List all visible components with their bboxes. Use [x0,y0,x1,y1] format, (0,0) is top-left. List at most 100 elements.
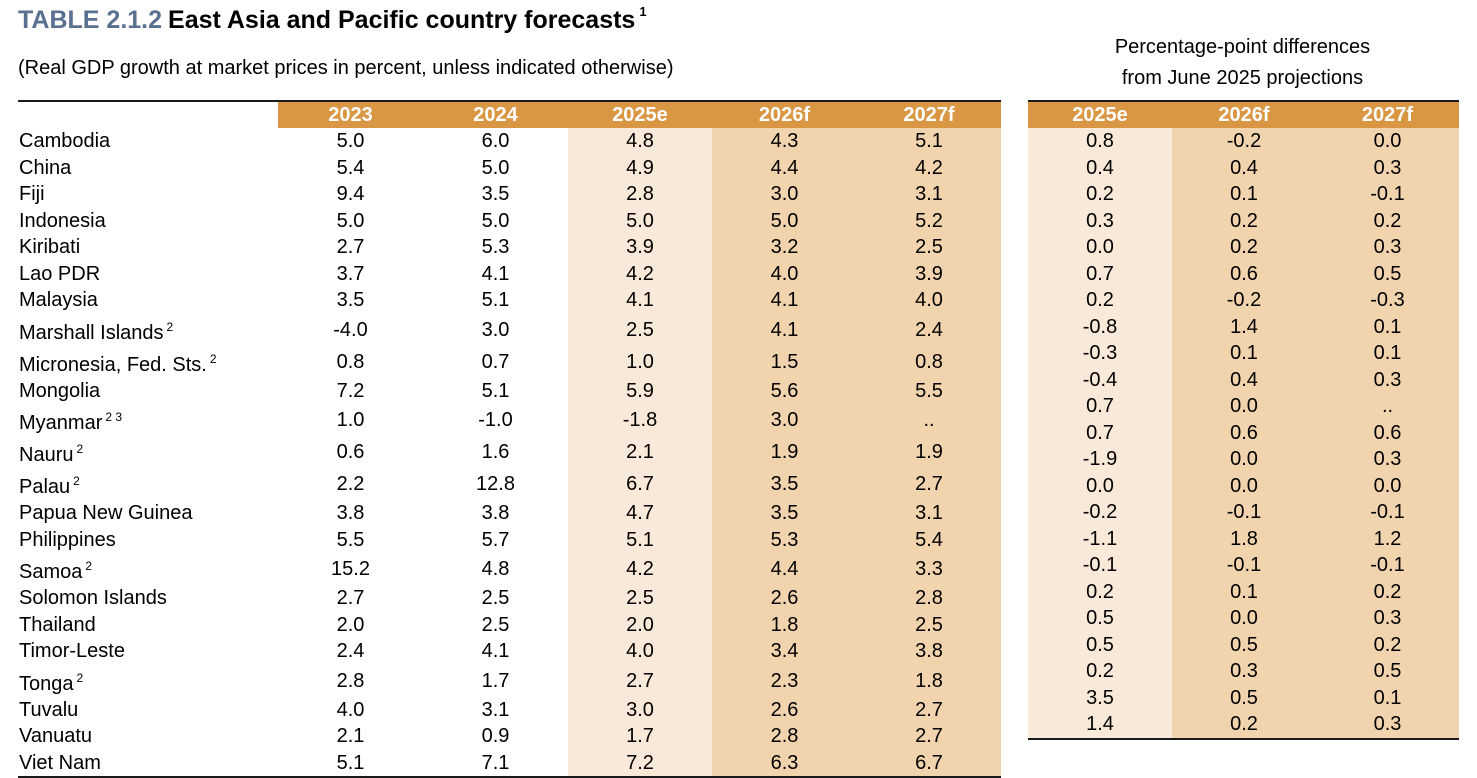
value-cell: 1.9 [712,436,857,468]
difference-cell: -0.1 [1172,552,1316,579]
difference-cell: 0.2 [1172,207,1316,234]
value-cell: -1.8 [568,404,712,436]
value-cell: 4.2 [568,260,712,287]
value-cell: 4.4 [712,553,857,585]
value-cell: 2.6 [712,585,857,612]
table-row: Papua New Guinea 3.8 3.8 4.7 3.5 3.1 [18,500,1001,527]
difference-cell: 0.2 [1172,711,1316,740]
country-name: Timor-Leste [19,640,125,663]
table-row: Kiribati 2.7 5.3 3.9 3.2 2.5 [18,234,1001,261]
difference-cell: -0.1 [1316,552,1459,579]
value-cell: 2.7 [336,236,365,259]
difference-cell: 0.5 [1028,605,1172,632]
value-cell: 1.9 [857,436,1001,468]
difference-heading-line1: Percentage-point differences [1114,36,1371,58]
difference-cell: 3.5 [1028,684,1172,711]
difference-cell: 0.7 [1028,419,1172,446]
value-cell: 2.4 [336,640,365,663]
difference-cell: 0.2 [1316,578,1459,605]
value-cell: 3.5 [712,468,857,500]
value-cell: 3.0 [712,404,857,436]
column-header: 2026f [712,100,857,128]
table-row: Malaysia 3.5 5.1 4.1 4.1 4.0 [18,287,1001,314]
difference-cell: 0.3 [1028,207,1172,234]
value-cell: 5.5 [336,528,365,551]
country-name: Philippines [19,528,116,551]
difference-cell: 0.3 [1316,605,1459,632]
table-row: 0.0 0.2 0.3 [1028,234,1459,261]
table-row: 0.3 0.2 0.2 [1028,207,1459,234]
country-cell: Solomon Islands [18,585,278,612]
difference-cell: -0.3 [1316,287,1459,314]
table-row: Tuvalu 4.0 3.1 3.0 2.6 2.7 [18,696,1001,723]
table-row: Mongolia 7.2 5.1 5.9 5.6 5.5 [18,377,1001,405]
difference-cell: 0.2 [1028,181,1172,208]
difference-cell: 0.5 [1316,658,1459,685]
value-cell: 1.0 [336,409,365,431]
country-name: Tonga [19,672,74,695]
value-cell: 2.7 [857,723,1001,750]
country-cell: Marshall Islands 2 [18,314,278,346]
value-cell: 1.7 [568,723,712,750]
value-cell: 4.2 [568,553,712,585]
value-cell: 2.7 [857,696,1001,723]
footnote-marker: 2 3 [105,410,123,424]
value-cell: 2.1 [336,725,365,748]
title-footnote-marker: 1 [639,4,647,19]
value-cell: 3.1 [857,181,1001,208]
value-cell: 3.1 [481,698,510,721]
country-name: Papua New Guinea [19,502,193,525]
difference-table: 2025e 2026f 2027f 0.8 -0.2 0.0 0.4 0.4 0.3 0.2… [1028,100,1459,740]
table-row: 0.5 0.5 0.2 [1028,631,1459,658]
difference-cell: 0.2 [1028,658,1172,685]
value-cell: 3.9 [568,234,712,261]
country-cell: Cambodia [18,128,278,155]
table-row: -1.1 1.8 1.2 [1028,525,1459,552]
country-name: Kiribati [19,236,81,259]
value-cell: 2.7 [568,664,712,697]
value-cell: 12.8 [476,473,515,495]
difference-cell: 0.6 [1172,260,1316,287]
difference-cell: 0.0 [1028,234,1172,261]
difference-cell: 0.5 [1172,631,1316,658]
value-cell: 4.1 [481,640,510,663]
value-cell: 5.0 [336,130,365,153]
table-row: Nauru 2 0.6 1.6 2.1 1.9 1.9 [18,436,1001,468]
value-cell: 5.0 [568,207,712,234]
difference-cell: -0.1 [1172,499,1316,526]
value-cell: 1.7 [481,669,510,692]
country-cell: Mongolia [18,378,278,405]
difference-cell: 0.8 [1028,128,1172,155]
value-cell: 4.4 [712,154,857,181]
value-cell: 5.4 [857,526,1001,553]
value-cell: 5.6 [712,377,857,404]
country-cell: Palau 2 [18,468,278,500]
country-name: Mongolia [19,379,101,402]
difference-cell: 0.6 [1172,419,1316,446]
value-cell: 2.2 [336,473,365,495]
value-cell: 3.0 [481,318,510,341]
country-name: Tuvalu [19,698,79,721]
difference-cell: -0.2 [1172,128,1316,155]
difference-cell: 0.2 [1316,631,1459,658]
value-cell: 6.0 [481,130,510,153]
table-row: Tonga 2 2.8 1.7 2.7 2.3 1.8 [18,664,1001,697]
difference-header-row: 2025e 2026f 2027f [1028,100,1459,128]
table-row: -0.8 1.4 0.1 [1028,313,1459,340]
table-row: -0.4 0.4 0.3 [1028,366,1459,393]
table-row: -0.3 0.1 0.1 [1028,340,1459,367]
table-row: 0.2 0.1 -0.1 [1028,181,1459,208]
country-cell: Lao PDR [18,261,278,288]
table-row: 3.5 0.5 0.1 [1028,684,1459,711]
footnote-marker: 2 [76,442,84,456]
table-row: Vanuatu 2.1 0.9 1.7 2.8 2.7 [18,723,1001,750]
country-cell: China [18,155,278,182]
difference-cell: -0.2 [1172,287,1316,314]
country-name: Viet Nam [19,751,101,774]
value-cell: 2.5 [857,611,1001,638]
value-cell: 4.0 [712,260,857,287]
value-cell: 5.0 [481,156,510,179]
value-cell: 2.8 [712,723,857,750]
column-header: 2023 [278,100,423,128]
value-cell: 5.1 [481,379,510,402]
